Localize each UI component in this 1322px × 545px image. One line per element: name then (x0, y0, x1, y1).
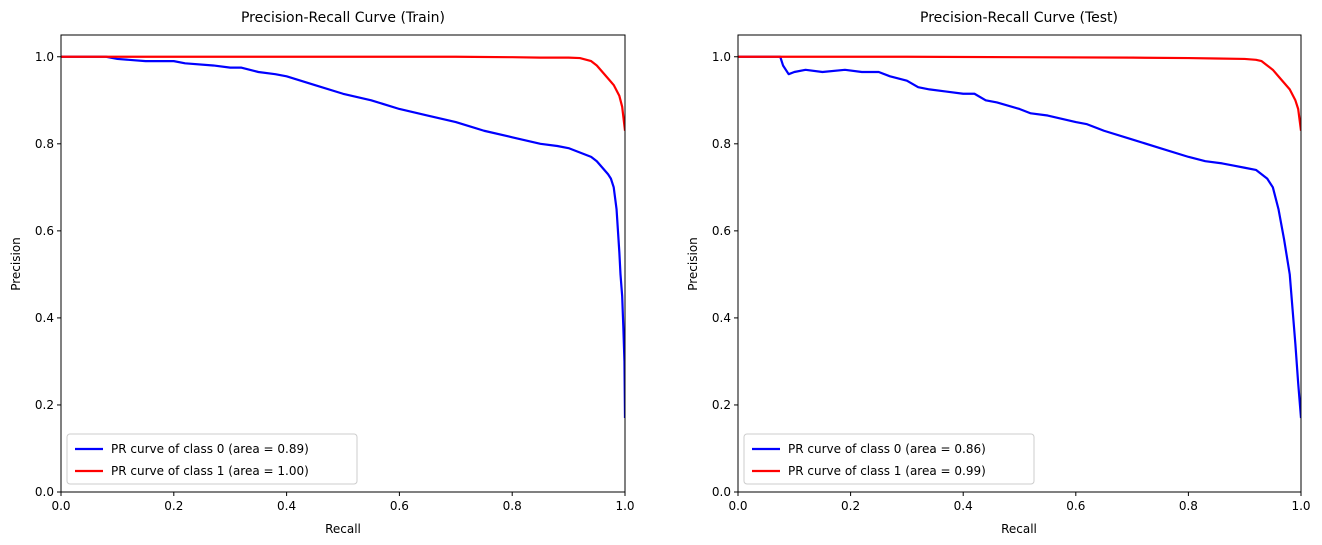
legend-box (743, 433, 1035, 485)
series-line-class-1 (61, 55, 625, 131)
legend-label: PR curve of class 0 (area = 0.86) (788, 442, 986, 456)
series-line-class-0 (61, 55, 625, 419)
y-tick-label: 0.2 (712, 398, 731, 412)
x-tick-label: 0.8 (503, 499, 522, 513)
x-tick-label: 1.0 (615, 499, 634, 513)
legend-label: PR curve of class 0 (area = 0.89) (111, 442, 309, 456)
chart-title: Precision-Recall Curve (Test) (920, 10, 1118, 26)
plot-area: 0.0 0.2 0.4 0.6 0.8 1.0 0.0 0.2 0.4 0.6 0.8 1.0 PR c… (712, 34, 1311, 513)
legend: PR curve of class 0 (area = 0.89) PR curv… (66, 433, 358, 485)
x-tick-label: 0.2 (164, 499, 183, 513)
y-tick-label: 0.8 (35, 137, 54, 151)
x-tick-label: 1.0 (1291, 499, 1310, 513)
x-tick-label: 0.4 (277, 499, 296, 513)
y-axis-label: Precision (9, 237, 23, 291)
legend-box (66, 433, 358, 485)
x-tick-label: 0.4 (954, 499, 973, 513)
x-tick-label: 0.6 (1066, 499, 1085, 513)
y-tick-label: 1.0 (712, 50, 731, 64)
legend-label: PR curve of class 1 (area = 1.00) (111, 464, 309, 478)
plot-area: 0.0 0.2 0.4 0.6 0.8 1.0 0.0 0.2 0.4 0.6 0.8 1.0 PR c… (35, 34, 635, 513)
axes-frame (60, 34, 626, 493)
test-pr-chart: Precision-Recall Curve (Test) Recall Pre… (686, 10, 1311, 536)
x-tick-label: 0.8 (1179, 499, 1198, 513)
x-tick-label: 0.6 (390, 499, 409, 513)
legend-label: PR curve of class 1 (area = 0.99) (788, 464, 986, 478)
legend: PR curve of class 0 (area = 0.86) PR curv… (743, 433, 1035, 485)
y-axis-label: Precision (686, 237, 700, 291)
series-line-class-1 (738, 55, 1301, 131)
y-tick-label: 0.2 (35, 398, 54, 412)
x-tick-label: 0.2 (841, 499, 860, 513)
y-tick-label: 0.4 (35, 311, 54, 325)
y-tick-label: 0.0 (712, 485, 731, 499)
x-axis-label: Recall (1001, 522, 1037, 536)
x-axis-label: Recall (325, 522, 361, 536)
y-tick-label: 0.8 (712, 137, 731, 151)
x-tick-label: 0.0 (51, 499, 70, 513)
chart-title: Precision-Recall Curve (Train) (241, 10, 445, 26)
y-tick-label: 0.4 (712, 311, 731, 325)
series-line-class-0 (738, 55, 1301, 419)
axes-frame (737, 34, 1302, 493)
y-tick-label: 0.6 (712, 224, 731, 238)
y-tick-label: 0.6 (35, 224, 54, 238)
x-tick-label: 0.0 (728, 499, 747, 513)
y-tick-label: 1.0 (35, 50, 54, 64)
train-pr-chart: Precision-Recall Curve (Train) Recall Pr… (9, 10, 635, 536)
y-tick-label: 0.0 (35, 485, 54, 499)
